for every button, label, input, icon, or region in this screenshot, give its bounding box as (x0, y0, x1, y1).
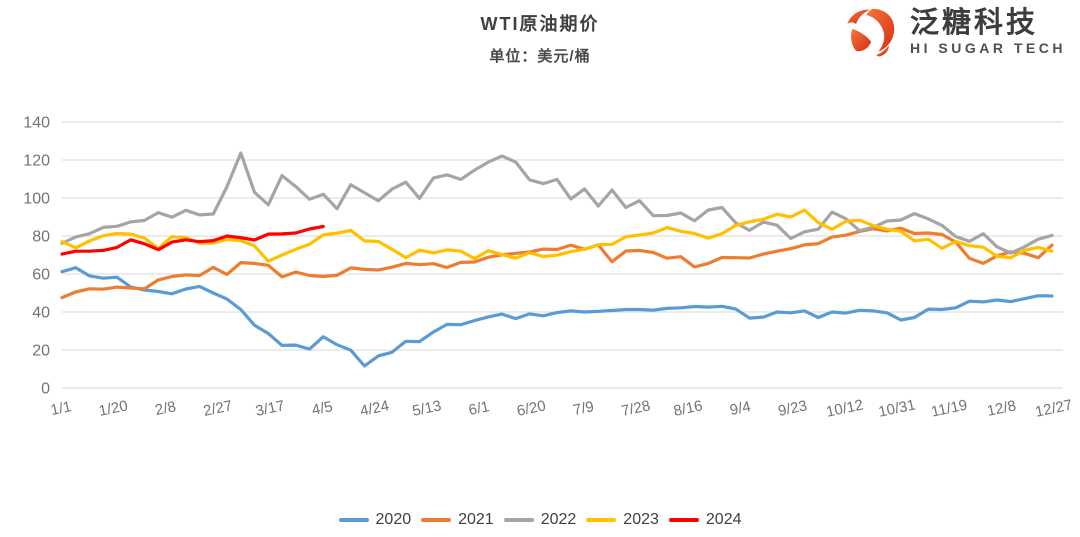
x-tick-label: 1/20 (97, 397, 129, 420)
logo-text-block: 泛糖科技 HI SUGAR TECH (910, 6, 1066, 57)
logo-name: 泛糖科技 (910, 6, 1039, 39)
legend-label: 2021 (458, 511, 494, 528)
chart-legend: 2020 2021 2022 2023 2024 (0, 511, 1080, 529)
y-tick-label: 20 (32, 343, 50, 360)
x-tick-label: 12/8 (986, 397, 1018, 420)
series-line-2020 (60, 266, 1054, 368)
x-tick-label: 7/9 (572, 398, 596, 419)
legend-swatch (503, 518, 534, 522)
y-tick-label: 120 (23, 153, 50, 170)
x-tick-label: 4/5 (310, 398, 334, 419)
hi-sugar-tech-logo: 泛糖科技 HI SUGAR TECH (842, 4, 1066, 60)
legend-label: 2024 (705, 511, 742, 528)
y-tick-label: 60 (32, 267, 50, 284)
y-tick-label: 0 (41, 381, 50, 398)
x-tick-label: 6/20 (515, 397, 547, 420)
y-tick-label: 100 (23, 191, 50, 208)
x-tick-label: 11/19 (930, 396, 969, 420)
x-tick-label: 10/12 (825, 396, 865, 420)
x-tick-label: 6/1 (467, 398, 491, 419)
y-tick-label: 80 (32, 229, 50, 246)
series-line-2023 (60, 208, 1054, 263)
x-tick-label: 9/23 (777, 397, 809, 420)
legend-swatch (586, 518, 617, 522)
x-tick-label: 2/8 (154, 398, 178, 419)
legend-label: 2022 (540, 511, 577, 528)
x-tick-label: 9/4 (728, 398, 752, 419)
series-line-2024 (60, 224, 325, 256)
chart-header: WTI原油期价 单位：美元/桶 (0, 10, 1080, 66)
logo-subname: HI SUGAR TECH (910, 40, 1066, 57)
legend-item-2024: 2024 (668, 511, 742, 529)
legend-label: 2020 (375, 511, 412, 528)
legend-swatch (421, 518, 452, 522)
y-tick-label: 40 (32, 305, 50, 322)
legend-item-2022: 2022 (503, 511, 577, 529)
series-line-2021 (60, 226, 1054, 300)
legend-item-2020: 2020 (338, 511, 412, 529)
x-tick-label: 10/31 (877, 396, 917, 420)
legend-item-2021: 2021 (421, 511, 494, 529)
y-tick-label: 140 (23, 115, 50, 132)
x-tick-label: 3/17 (254, 397, 286, 420)
legend-item-2023: 2023 (586, 511, 659, 529)
line-chart: 0 20 40 60 80 100 120 140 1/1 1/20 2/8 2/27 3/17 4/5 4… (23, 115, 1074, 421)
x-tick-label: 1/1 (49, 398, 73, 419)
series-line-2022 (60, 151, 1054, 255)
legend-swatch (338, 518, 369, 522)
chart-unit-label: 单位：美元/桶 (489, 48, 591, 65)
legend-label: 2023 (623, 511, 659, 528)
hi-sugar-swirl-icon (847, 8, 895, 57)
legend-swatch (668, 518, 699, 522)
x-tick-label: 5/13 (411, 397, 443, 420)
chart-title: WTI原油期价 (480, 14, 600, 34)
x-tick-label: 4/24 (359, 397, 391, 420)
x-tick-label: 2/27 (202, 397, 234, 420)
x-tick-label: 12/27 (1034, 396, 1074, 420)
x-tick-label: 8/16 (672, 397, 704, 420)
x-tick-label: 7/28 (620, 397, 652, 420)
